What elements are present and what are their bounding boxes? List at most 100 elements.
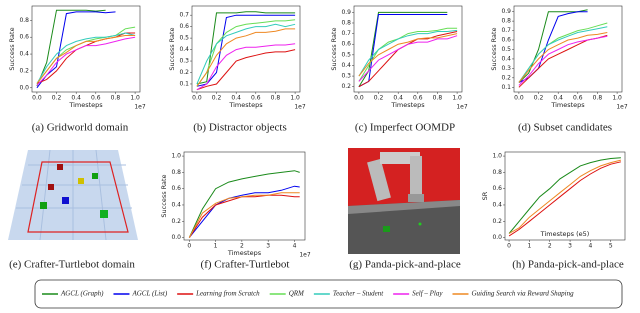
series-line <box>36 36 136 86</box>
x-tick-label: 0.0 <box>32 95 42 102</box>
series-line <box>358 35 458 82</box>
y-tick-label: 0.8 <box>492 169 502 176</box>
series-line <box>196 19 296 87</box>
y-tick-label: 0.4 <box>501 55 511 62</box>
x-tick-label: 0.8 <box>593 95 603 102</box>
x-tick-label: 0.2 <box>534 95 544 102</box>
caption: (e) Crafter-Turtlebot domain <box>9 259 135 271</box>
x-tick-label: 1.0 <box>452 95 462 102</box>
x-tick-label: 0 <box>187 243 191 250</box>
series-line <box>508 161 622 237</box>
y-tick-label: 0.2 <box>179 69 189 76</box>
y-tick-label: 0.6 <box>492 185 502 192</box>
y-tick-label: 0.2 <box>19 67 29 74</box>
legend-label: Self – Play <box>412 290 443 298</box>
y-tick-label: 0.0 <box>171 234 181 241</box>
x-tick-label: 0.4 <box>71 95 81 102</box>
axis-offset: 1e7 <box>134 104 146 111</box>
y-tick-label: 0.3 <box>179 58 189 65</box>
x-tick-label: 1 <box>214 243 218 250</box>
x-tick-label: 0 <box>507 243 511 250</box>
caption: (h) Panda-pick-and-place <box>512 259 624 271</box>
x-tick-label: 0.0 <box>354 95 364 102</box>
y-tick-label: 0.9 <box>501 8 511 15</box>
axis-offset: 1e7 <box>299 252 311 259</box>
x-axis-label: Timesteps <box>390 101 425 109</box>
y-tick-label: 1.0 <box>171 153 181 160</box>
y-tick-label: 0.3 <box>501 65 511 72</box>
series-line <box>36 35 136 84</box>
x-tick-label: 0.4 <box>231 95 241 102</box>
series-line <box>196 28 296 87</box>
panda-scene <box>348 148 460 254</box>
caption: (b) Distractor objects <box>193 122 286 134</box>
series-line <box>358 33 458 77</box>
y-tick-label: 0.2 <box>501 74 511 81</box>
x-tick-label: 0.2 <box>374 95 384 102</box>
series-line <box>358 14 448 88</box>
series-line <box>188 170 300 238</box>
series-line <box>36 32 136 84</box>
series-line <box>196 14 296 87</box>
x-tick-label: 0.2 <box>52 95 62 102</box>
y-tick-label: 0.8 <box>171 169 181 176</box>
plot-area <box>191 5 301 93</box>
y-tick-label: 0.8 <box>19 17 29 24</box>
x-tick-label: 0.2 <box>212 95 222 102</box>
series-line <box>508 157 621 234</box>
y-tick-label: 0.6 <box>501 37 511 44</box>
x-tick-label: 5 <box>609 243 613 250</box>
x-tick-label: 0.0 <box>192 95 202 102</box>
series-line <box>358 27 458 82</box>
x-tick-label: 4 <box>589 243 593 250</box>
y-tick-label: 0.1 <box>501 84 511 91</box>
y-tick-label: 0.2 <box>341 83 351 90</box>
y-tick-label: 0.7 <box>179 12 189 19</box>
y-tick-label: 0.5 <box>179 35 189 42</box>
caption: (a) Gridworld domain <box>32 122 129 134</box>
x-tick-label: 1.0 <box>130 95 140 102</box>
series-line <box>196 49 296 91</box>
y-tick-label: 0.2 <box>171 218 181 225</box>
y-tick-label: 0.4 <box>171 201 181 208</box>
x-axis-label: Timesteps <box>228 101 263 109</box>
x-tick-label: 1 <box>527 243 531 250</box>
x-tick-label: 0.0 <box>514 95 524 102</box>
y-tick-label: 0.4 <box>341 62 351 69</box>
x-tick-label: 0.4 <box>553 95 563 102</box>
series-line <box>518 35 608 86</box>
series-line <box>358 29 458 77</box>
y-tick-label: 0.5 <box>341 51 351 58</box>
x-axis-label: Timesteps (e5) <box>540 230 590 238</box>
y-tick-label: 0.5 <box>501 46 511 53</box>
legend-label: QRM <box>289 290 305 298</box>
y-tick-label: 0.2 <box>492 218 502 225</box>
y-tick-label: 0.6 <box>179 23 189 30</box>
y-tick-label: 1.0 <box>492 153 502 160</box>
y-tick-label: 0.7 <box>501 27 511 34</box>
caption: (f) Crafter-Turtlebot <box>201 259 290 271</box>
caption: (d) Subset candidates <box>518 122 612 134</box>
x-tick-label: 0.8 <box>433 95 443 102</box>
series-line <box>508 159 622 234</box>
y-tick-label: 0.4 <box>492 201 502 208</box>
y-axis-label: Success Rate <box>168 27 176 70</box>
series-line <box>518 32 608 83</box>
y-tick-label: 0.0 <box>19 84 29 91</box>
series-line <box>196 23 296 85</box>
legend-label: Guiding Search via Reward Shaping <box>471 290 574 298</box>
y-axis-label: Success Rate <box>330 27 338 70</box>
x-tick-label: 0.8 <box>271 95 281 102</box>
axis-offset: 1e7 <box>294 104 306 111</box>
series-line <box>518 26 608 83</box>
axis-offset: 1e7 <box>456 104 468 111</box>
legend-label: AGCL (Graph) <box>60 290 104 298</box>
series-line <box>196 43 296 91</box>
caption: (c) Imperfect OOMDP <box>355 122 455 134</box>
x-tick-label: 3 <box>266 243 270 250</box>
series-line <box>188 185 300 238</box>
y-axis-label: Success Rate <box>490 27 498 70</box>
y-tick-label: 0.8 <box>501 18 511 25</box>
y-tick-label: 0.3 <box>341 73 351 80</box>
